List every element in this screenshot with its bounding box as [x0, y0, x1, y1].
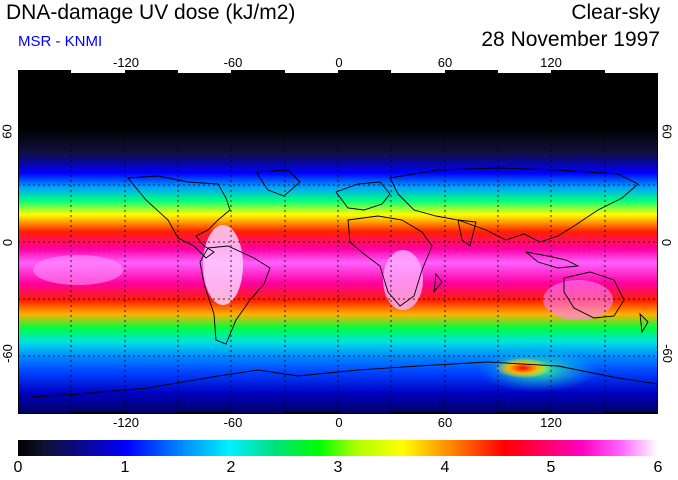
left-lat-tick: 0	[0, 238, 16, 247]
colorbar-label: 4	[440, 459, 450, 476]
bottom-lon-tick: 0	[335, 415, 343, 430]
ozone-hole-hotspot	[495, 358, 551, 378]
coastlines	[18, 167, 658, 399]
bottom-lon-tick: -60	[223, 415, 243, 430]
high-dose-region	[203, 225, 243, 305]
colorbar	[18, 440, 658, 456]
right-lat-tick: 60	[659, 124, 675, 139]
top-lon-tick: 0	[335, 55, 343, 70]
map-title: DNA-damage UV dose (kJ/m2)	[6, 1, 296, 24]
colorbar-label: 1	[120, 459, 130, 476]
right-lat-tick: 0	[659, 238, 675, 247]
top-lon-tick: -60	[223, 55, 243, 70]
top-lon-tick: 120	[540, 55, 562, 70]
left-lat-tick: -60	[0, 344, 15, 363]
uv-dose-map[interactable]	[18, 70, 658, 414]
colorbar-label: 5	[546, 459, 556, 476]
source-label: MSR - KNMI	[18, 33, 103, 50]
top-lon-tick: 60	[437, 55, 453, 70]
top-lon-tick: -120	[112, 55, 140, 70]
left-lat-tick: 60	[0, 124, 15, 139]
bottom-lon-tick: -120	[112, 415, 140, 430]
date-label: 28 November 1997	[481, 28, 660, 51]
graticule	[18, 70, 658, 414]
colorbar-label: 3	[333, 459, 343, 476]
colorbar-label: 6	[653, 459, 663, 476]
bottom-lon-tick: 60	[437, 415, 453, 430]
high-dose-region	[33, 255, 123, 285]
colorbar-label: 0	[13, 459, 23, 476]
colorbar-label: 2	[226, 459, 236, 476]
high-dose-region	[543, 280, 613, 320]
right-lat-tick: -60	[659, 344, 675, 363]
high-dose-region	[383, 250, 423, 310]
sky-condition-label: Clear-sky	[571, 1, 660, 24]
bottom-lon-tick: 120	[540, 415, 562, 430]
